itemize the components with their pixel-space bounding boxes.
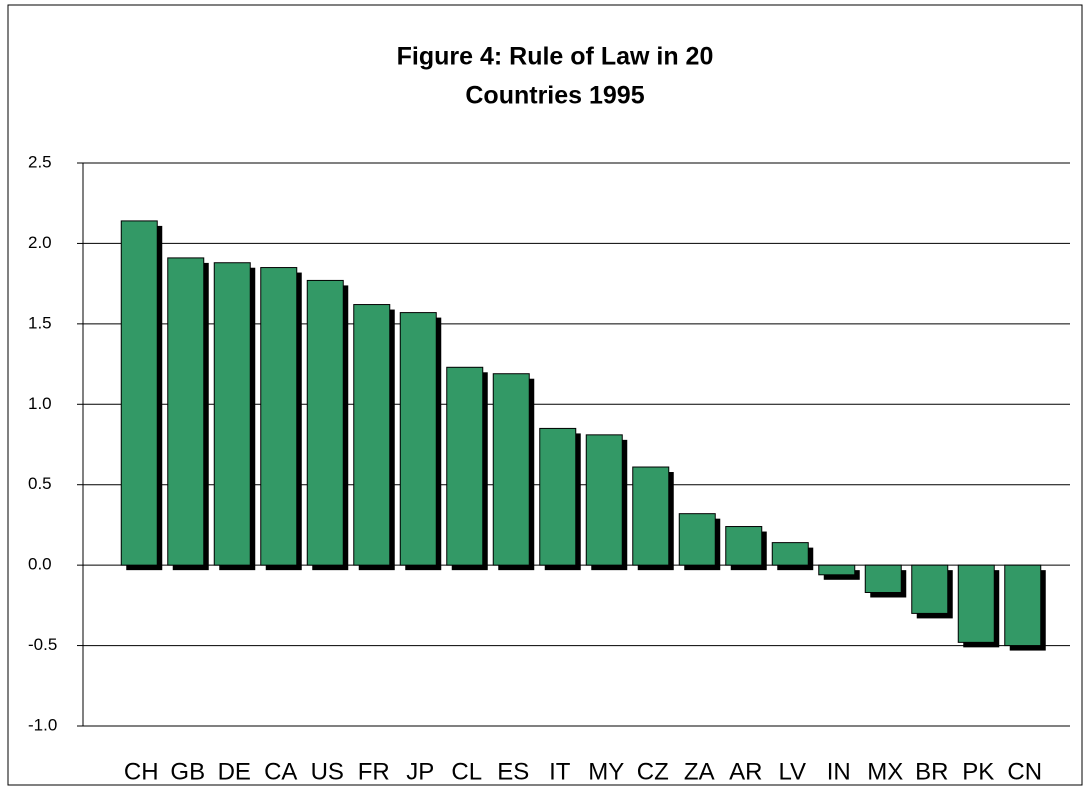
x-tick-label: BR	[915, 758, 948, 785]
x-tick-label: CL	[451, 758, 482, 785]
bar	[771, 542, 809, 566]
bar	[353, 304, 391, 566]
bar	[818, 564, 856, 576]
bar	[911, 564, 949, 614]
x-tick-label: CZ	[637, 758, 669, 785]
x-tick-label: CH	[124, 758, 159, 785]
y-tick-label: 0.0	[28, 555, 52, 574]
y-tick-label: 2.5	[28, 152, 52, 171]
bar	[399, 312, 437, 566]
bar	[539, 427, 577, 566]
bar	[864, 564, 902, 593]
x-tick-label: MX	[867, 758, 903, 785]
x-tick-label: JP	[406, 758, 434, 785]
y-tick-label: 1.0	[28, 394, 52, 413]
bar	[957, 564, 995, 643]
y-tick-label: -0.5	[28, 635, 57, 654]
x-tick-label: AR	[729, 758, 762, 785]
bar	[492, 373, 530, 566]
x-tick-label: IT	[549, 758, 571, 785]
bar	[678, 513, 716, 566]
x-tick-label: MY	[588, 758, 624, 785]
bar	[1004, 564, 1042, 647]
chart-title: Figure 4: Rule of Law in 20	[397, 43, 714, 71]
y-tick-label: -1.0	[28, 715, 57, 734]
y-tick-label: 1.5	[28, 313, 52, 332]
x-tick-label: LV	[778, 758, 806, 785]
chart-title: Countries 1995	[465, 82, 644, 110]
x-tick-label: ZA	[684, 758, 715, 785]
x-tick-label: IN	[827, 758, 851, 785]
bar	[120, 220, 158, 566]
bar	[306, 279, 344, 566]
bar	[725, 526, 763, 566]
bar	[585, 434, 623, 566]
bar	[632, 466, 670, 566]
bar	[260, 267, 298, 566]
x-tick-label: US	[311, 758, 344, 785]
y-tick-label: 0.5	[28, 474, 52, 493]
x-tick-label: CA	[264, 758, 297, 785]
x-tick-label: CN	[1007, 758, 1042, 785]
x-tick-label: DE	[218, 758, 251, 785]
bar	[213, 262, 251, 566]
x-tick-label: GB	[170, 758, 205, 785]
bar	[167, 257, 205, 566]
x-tick-label: PK	[962, 758, 994, 785]
x-tick-label: ES	[497, 758, 529, 785]
y-tick-label: 2.0	[28, 233, 52, 252]
bar	[446, 366, 484, 566]
x-tick-label: FR	[358, 758, 390, 785]
